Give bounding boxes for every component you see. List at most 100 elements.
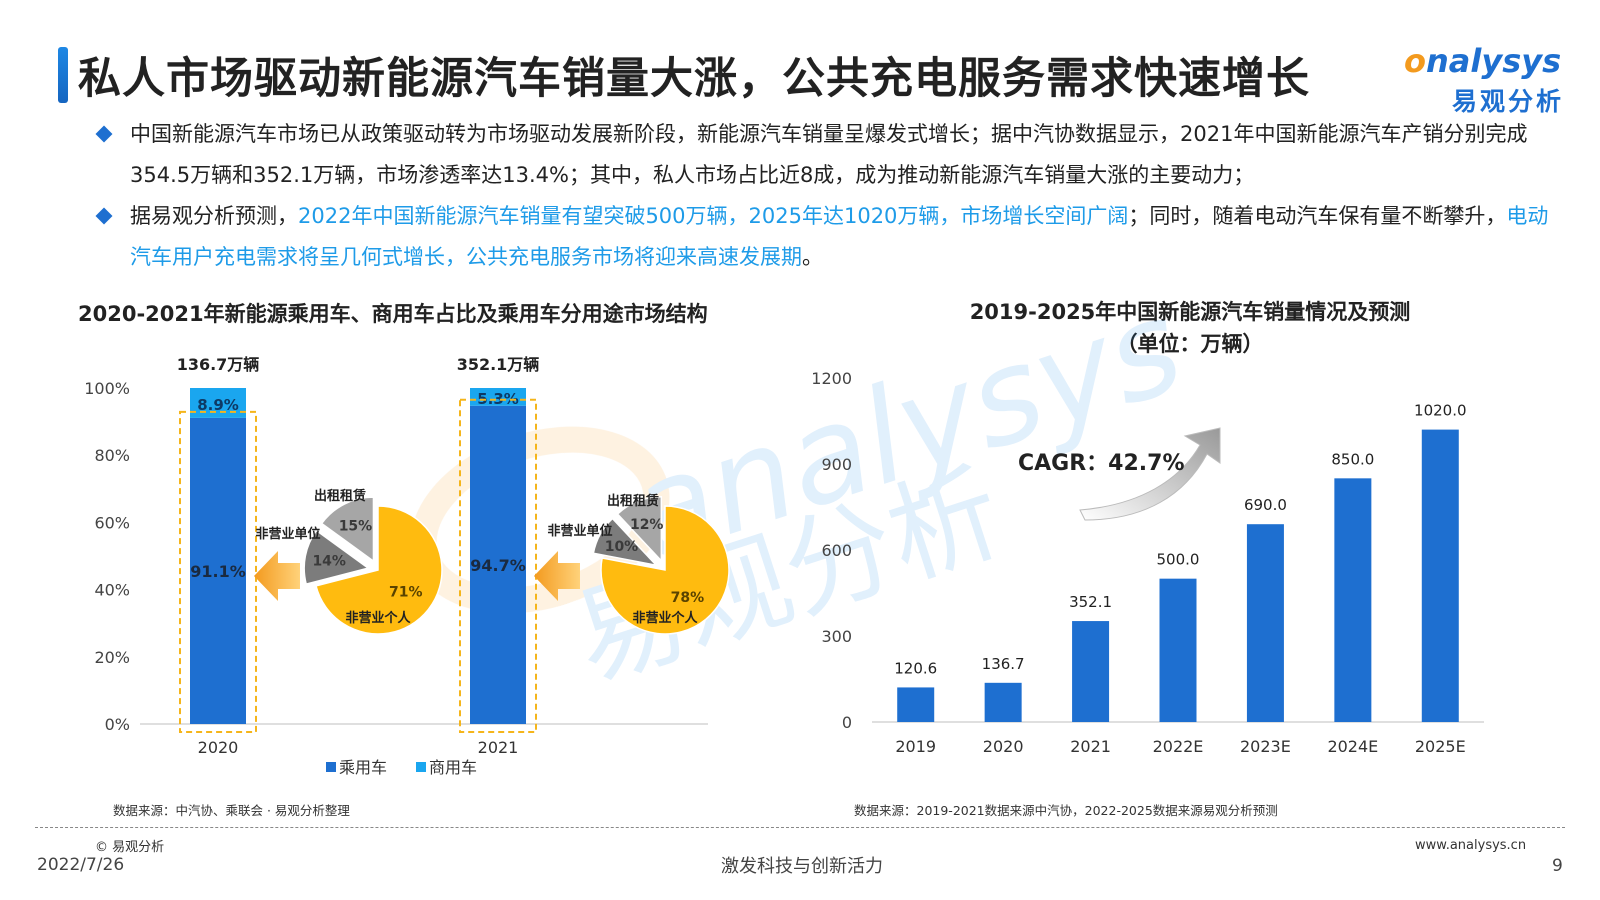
page-number: 9 — [1552, 856, 1563, 876]
right-y-tick-label: 1200 — [811, 369, 852, 388]
bullet-1: 中国新能源汽车市场已从政策驱动转为市场驱动发展新阶段，新能源汽车销量呈爆发式增长… — [88, 114, 1558, 196]
right-x-tick-label: 2025E — [1415, 737, 1466, 756]
pie-slice — [315, 505, 443, 635]
right-chart-title-line1: 2019-2025年中国新能源汽车销量情况及预测 — [969, 300, 1411, 324]
pie-2021: 78% 10% 12% 非营业个人 非营业单位 出租租赁 — [547, 493, 730, 635]
legend-swatch — [326, 762, 336, 772]
cagr-label: CAGR：42.7% — [1018, 451, 1185, 476]
bullet-2-part-3: ；同时，随着电动汽车保有量不断攀升， — [1128, 204, 1507, 228]
orange-arrow-icon — [534, 551, 580, 601]
summary-bullets: 中国新能源汽车市场已从政策驱动转为市场驱动发展新阶段，新能源汽车销量呈爆发式增长… — [88, 114, 1558, 278]
bullet-2-highlight-2: 电动汽车用户充电需求将呈几何式增长，公共充电服务市场将迎来高速发展期 — [130, 204, 1549, 269]
right-x-tick-label: 2023E — [1240, 737, 1291, 756]
logo-chinese: 易观分析 — [1452, 87, 1565, 116]
bar-2024E — [1334, 478, 1372, 722]
bar-2020 — [984, 682, 1022, 722]
bar-2020-passenger — [190, 417, 246, 724]
right-x-tick-label: 2024E — [1327, 737, 1378, 756]
left-stacked-chart: 0% 20% 40% 60% 80% 100% 91.1% 8.9% 136.7万辆 2020 94… — [84, 355, 708, 777]
page-title: 私人市场驱动新能源汽车销量大涨，公共充电服务需求快速增长 — [78, 54, 1310, 104]
right-y-tick-label: 900 — [821, 455, 852, 474]
left-y-tick-label: 100% — [84, 379, 130, 398]
pie-slice-label: 15% — [339, 519, 373, 535]
bar-2020-commercial — [190, 388, 246, 418]
highlight-frame — [179, 410, 257, 733]
bar-value-label: 8.9% — [197, 396, 239, 414]
logo-wordmark-rest: nalysys — [1425, 42, 1562, 80]
bar-value-label: 91.1% — [190, 562, 246, 581]
right-y-tick-label: 300 — [821, 627, 852, 646]
right-chart-source: 数据来源：2019-2021数据来源中汽协，2022-2025数据来源易观分析预… — [854, 803, 1278, 818]
bar-2022E — [1159, 578, 1197, 722]
bar-value-label: 690.0 — [1244, 496, 1287, 514]
footer-copyright: © 易观分析 — [95, 840, 165, 855]
pie-2020: 71% 14% 15% 非营业个人 非营业单位 出租租赁 — [255, 488, 443, 635]
logo-o: o — [1404, 42, 1426, 80]
bar-value-label: 94.7% — [470, 556, 526, 575]
left-chart-source: 数据来源：中汽协、乘联会 · 易观分析整理 — [113, 803, 350, 818]
bar-2025E — [1421, 429, 1459, 722]
logo-wordmark: onalysys — [1404, 42, 1561, 80]
footer-divider — [35, 827, 1565, 828]
pie-name-label: 非营业单位 — [255, 526, 320, 542]
bar-value-label: 500.0 — [1157, 551, 1200, 569]
right-y-tick-label: 600 — [821, 541, 852, 560]
right-x-tick-label: 2020 — [983, 737, 1024, 756]
legend-label: 商用车 — [429, 758, 477, 777]
pie-slice-label: 78% — [671, 590, 705, 606]
bar-2021-commercial — [470, 388, 526, 406]
bar-value-label: 5.3% — [477, 390, 519, 408]
left-y-tick-label: 80% — [94, 446, 130, 465]
bar-value-label: 1020.0 — [1414, 402, 1467, 420]
pie-slice-label: 10% — [605, 539, 639, 555]
bar-2021-passenger — [470, 405, 526, 724]
bar-total-label: 352.1万辆 — [457, 355, 540, 374]
pie-slice-label: 71% — [389, 585, 423, 601]
bar-total-label: 136.7万辆 — [177, 355, 260, 374]
bullet-1-text: 中国新能源汽车市场已从政策驱动转为市场驱动发展新阶段，新能源汽车销量呈爆发式增长… — [130, 122, 1528, 187]
right-chart-title-line2: （单位：万辆） — [1116, 332, 1264, 356]
bar-2023E — [1246, 524, 1284, 722]
left-y-tick-label: 40% — [94, 581, 130, 600]
cagr-arrow-icon — [1079, 427, 1221, 521]
bullet-2-part-1: 据易观分析预测， — [130, 204, 298, 228]
highlight-frame — [459, 398, 537, 733]
left-x-tick-label: 2020 — [198, 738, 239, 757]
title-accent-bar — [58, 47, 68, 103]
bar-2019 — [897, 687, 935, 722]
pie-name-label: 非营业个人 — [345, 610, 411, 626]
legend-swatch — [416, 762, 426, 772]
right-bar-chart: 0 300 600 900 1200 120.6 2019 136.7 2020 352.1 202… — [811, 369, 1484, 756]
analysys-logo: onalysys 易观分析 — [1404, 42, 1574, 117]
pie-name-label: 非营业单位 — [547, 523, 612, 539]
left-y-tick-label: 20% — [94, 648, 130, 667]
pie-slice — [600, 505, 730, 635]
right-x-tick-label: 2022E — [1153, 737, 1204, 756]
pie-slice — [616, 495, 663, 563]
footer-slogan: 激发科技与创新活力 — [721, 856, 883, 877]
bar-2021 — [1072, 621, 1110, 722]
bar-value-label: 850.0 — [1331, 450, 1374, 468]
pie-name-label: 出租租赁 — [314, 488, 366, 504]
orange-arrow-icon — [254, 551, 300, 601]
pie-slice — [303, 529, 370, 585]
right-x-tick-label: 2019 — [895, 737, 936, 756]
pie-slice-label: 12% — [630, 517, 664, 533]
left-y-tick-label: 60% — [94, 513, 130, 532]
pie-name-label: 非营业个人 — [632, 610, 698, 626]
bar-value-label: 352.1 — [1069, 593, 1112, 611]
footer-date: 2022/7/26 — [37, 855, 125, 875]
bullet-2-highlight-1: 2022年中国新能源汽车销量有望突破500万辆，2025年达1020万辆，市场增… — [298, 204, 1129, 228]
pie-slice-label: 14% — [312, 554, 346, 570]
pie-slice — [320, 496, 375, 563]
left-y-tick-label: 0% — [105, 715, 130, 734]
pie-slice — [592, 517, 659, 567]
bullet-2-part-5: 。 — [802, 245, 823, 269]
bar-value-label: 136.7 — [982, 655, 1025, 673]
footer-url: www.analysys.cn — [1415, 838, 1527, 853]
left-chart-title: 2020-2021年新能源乘用车、商用车占比及乘用车分用途市场结构 — [78, 302, 708, 326]
right-x-tick-label: 2021 — [1070, 737, 1111, 756]
bullet-2: 据易观分析预测，2022年中国新能源汽车销量有望突破500万辆，2025年达10… — [88, 196, 1558, 278]
legend-label: 乘用车 — [339, 758, 387, 777]
